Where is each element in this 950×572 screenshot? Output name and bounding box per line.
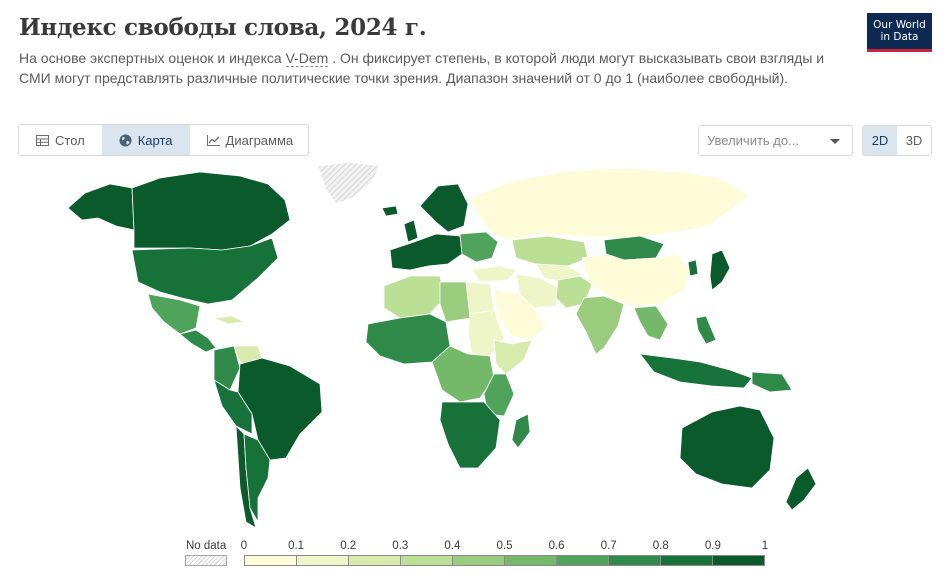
legend-no-data-swatch [185, 555, 227, 566]
region-colombia[interactable] [213, 345, 241, 391]
zoom-placeholder: Увеличить до... [707, 133, 799, 148]
toggle-2d[interactable]: 2D [863, 126, 897, 155]
region-arabia[interactable] [493, 289, 547, 341]
region-scandinavia[interactable] [419, 183, 469, 233]
region-kazakhstan[interactable] [511, 235, 589, 267]
table-icon [36, 134, 49, 146]
page-subtitle: На основе экспертных оценок и индекса V-… [19, 49, 879, 88]
region-southern-africa[interactable] [439, 401, 501, 469]
legend-tick-label: 0 [240, 540, 248, 552]
legend-swatch [245, 556, 297, 565]
region-central-america[interactable] [179, 329, 217, 353]
region-uk[interactable] [403, 219, 419, 243]
subtitle-text: На основе экспертных оценок и индекса [19, 50, 286, 66]
legend-swatch [661, 556, 713, 565]
region-australia[interactable] [679, 405, 775, 489]
view-tabs: Стол Карта Диаграмма [18, 124, 309, 156]
owid-logo[interactable]: Our World in Data [867, 13, 932, 52]
region-north-africa-west[interactable] [383, 275, 445, 319]
region-indonesia[interactable] [639, 353, 753, 389]
tab-chart-label: Диаграмма [225, 132, 294, 148]
page-title: Индекс свободы слова, 2024 г. [19, 14, 427, 41]
vdem-link[interactable]: V-Dem [285, 50, 329, 67]
legend-tick-label: 0.2 [340, 540, 357, 552]
legend-color-bar [244, 555, 765, 566]
legend-swatch [557, 556, 609, 565]
region-madagascar[interactable] [511, 413, 531, 449]
region-peru-bolivia[interactable] [213, 379, 253, 435]
legend-tick-label: 0.5 [496, 540, 513, 552]
world-map [67, 161, 817, 529]
region-egypt[interactable] [465, 281, 495, 315]
legend-swatch [401, 556, 453, 565]
region-turkey[interactable] [471, 265, 517, 283]
region-horn-of-africa[interactable] [493, 339, 533, 375]
logo-line-1: Our World [873, 19, 926, 31]
region-cuba[interactable] [213, 315, 245, 325]
tab-map[interactable]: Карта [101, 125, 190, 155]
region-libya[interactable] [439, 281, 471, 323]
legend-tick-label: 0.8 [652, 540, 669, 552]
legend-tick-label: 0.6 [548, 540, 565, 552]
legend-tick-label: 0.9 [704, 540, 721, 552]
region-greenland[interactable] [317, 161, 381, 205]
legend-swatch [349, 556, 401, 565]
region-new-zealand[interactable] [785, 467, 817, 511]
line-chart-icon [206, 134, 220, 146]
region-east-africa[interactable] [483, 373, 515, 417]
tab-chart[interactable]: Диаграмма [190, 125, 311, 155]
dimension-toggle: 2D 3D [862, 125, 932, 156]
region-eastern-europe[interactable] [459, 231, 499, 263]
legend-tick-label: 1 [761, 540, 769, 552]
region-western-europe[interactable] [389, 233, 463, 271]
legend-swatch [505, 556, 557, 565]
region-usa[interactable] [131, 237, 279, 305]
globe-icon [119, 134, 132, 146]
legend-swatch [297, 556, 349, 565]
region-russia[interactable] [469, 167, 751, 241]
tab-table[interactable]: Стол [19, 125, 102, 155]
subtitle-line-2: СМИ могут представлять различные политич… [19, 69, 789, 86]
tab-map-label: Карта [137, 132, 173, 148]
chevron-down-icon [830, 139, 840, 144]
logo-line-2: in Data [880, 31, 919, 43]
zoom-select[interactable]: Увеличить до... [698, 125, 853, 156]
region-southeast-asia[interactable] [633, 305, 669, 341]
tab-table-label: Стол [55, 132, 85, 148]
region-argentina[interactable] [243, 433, 271, 523]
subtitle-text-cont: . Он фиксирует степень, в которой люди м… [328, 50, 825, 66]
legend-tick-label: 0.1 [288, 540, 305, 552]
region-papua[interactable] [751, 371, 793, 393]
legend-swatch [453, 556, 505, 565]
region-china[interactable] [581, 253, 691, 307]
region-japan[interactable] [709, 249, 731, 291]
legend-tick-label: 0.7 [600, 540, 617, 552]
legend-swatch [713, 556, 764, 565]
toggle-3d[interactable]: 3D [905, 133, 923, 148]
region-philippines[interactable] [695, 315, 717, 345]
region-canada[interactable] [131, 171, 291, 251]
legend-tick-label: 0.3 [392, 540, 409, 552]
legend-tick-label: 0.4 [444, 540, 461, 552]
region-iceland[interactable] [381, 205, 399, 217]
region-west-africa[interactable] [365, 313, 451, 365]
region-alaska[interactable] [67, 183, 135, 231]
region-india[interactable] [575, 295, 625, 355]
legend-swatch [609, 556, 661, 565]
legend-no-data-label: No data [186, 540, 227, 552]
region-mexico[interactable] [147, 293, 201, 335]
region-korea[interactable] [687, 259, 699, 277]
